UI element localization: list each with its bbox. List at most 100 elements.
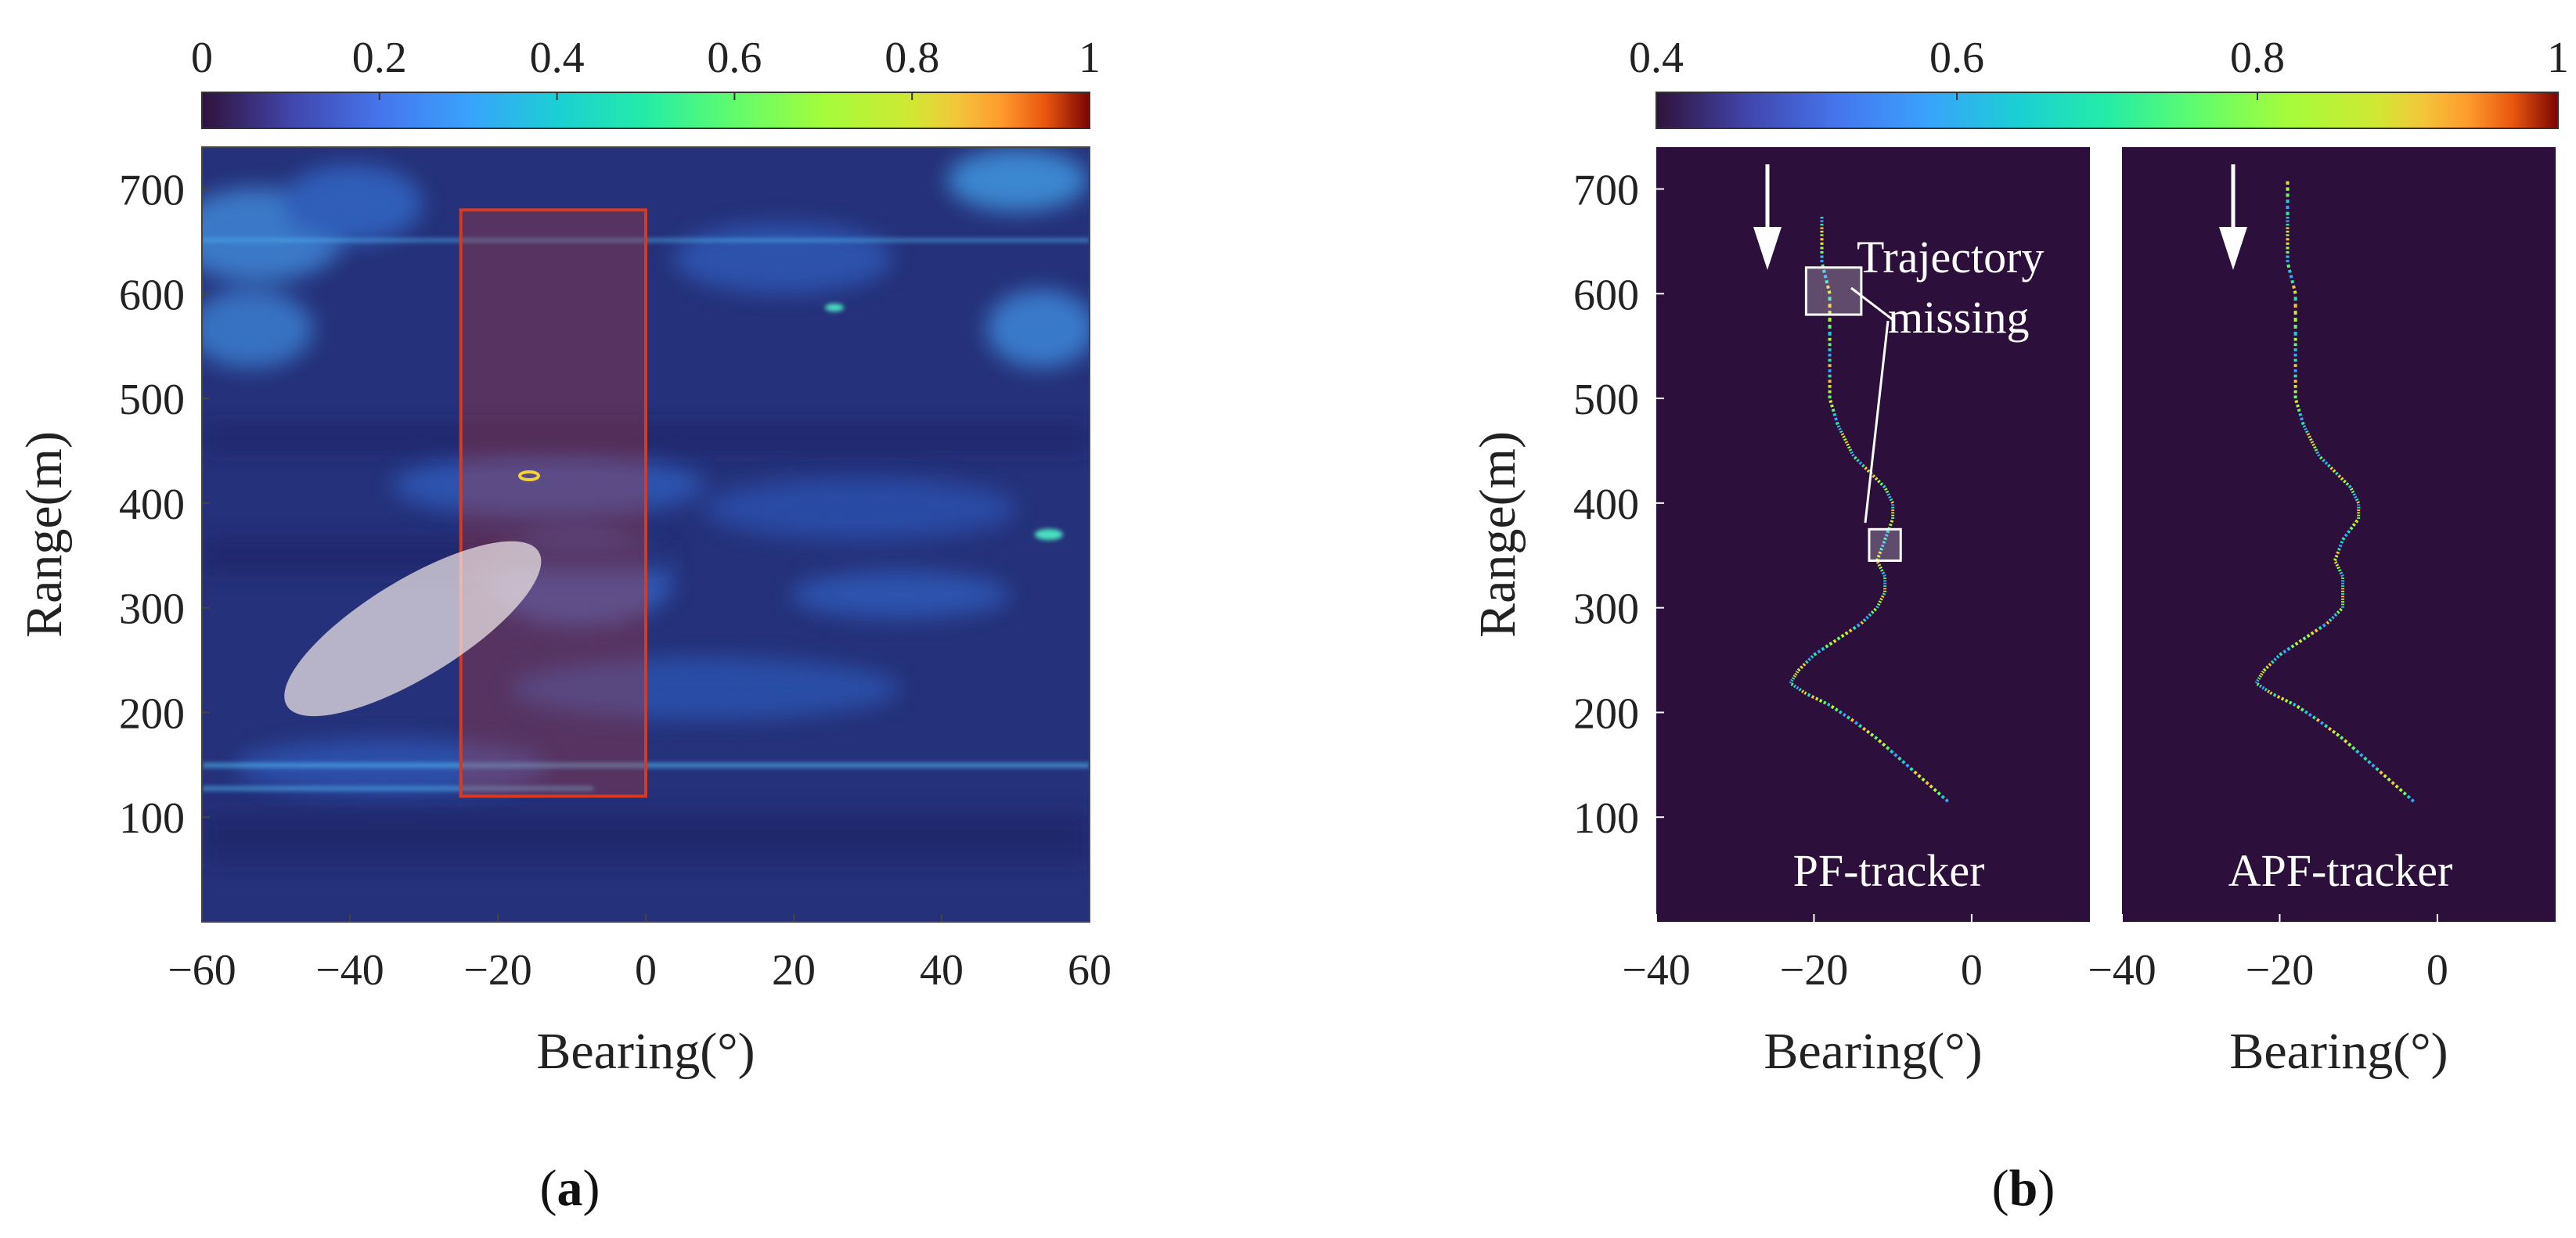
pf-track-segment — [1917, 773, 1922, 779]
pf-track-segment — [1879, 547, 1883, 551]
pf-track-segment — [1882, 574, 1886, 578]
pf-track-segment — [1921, 777, 1926, 782]
apf-track-segment — [2308, 435, 2311, 439]
pf-track-segment — [1842, 435, 1846, 439]
pf-track-segment — [1944, 798, 1950, 803]
pf-track-segment — [1865, 615, 1869, 620]
pf-track-segment — [1844, 441, 1849, 444]
apf-track-segment — [2315, 718, 2320, 722]
apf-track-segment — [2350, 488, 2354, 491]
apf-track-segment — [2336, 566, 2340, 570]
axes-b1-xlabel: Bearing(°) — [1764, 1023, 1982, 1080]
apf-track-segment — [2267, 689, 2271, 693]
axes-a-y-tick-label: 600 — [119, 271, 185, 319]
apf-tracker-axes — [2122, 147, 2556, 922]
apf-track-segment — [2371, 763, 2376, 768]
apf-track-segment — [2290, 279, 2295, 284]
apf-tracker-label: APF-tracker — [2228, 845, 2453, 896]
pf-track-segment — [1796, 668, 1801, 672]
colorbar-a-tick-label: 0.8 — [884, 34, 939, 82]
pf-track-segment — [1882, 742, 1886, 747]
pf-track-segment — [1880, 595, 1885, 599]
axes-a-xlabel: Bearing(°) — [536, 1023, 755, 1080]
pf-track-segment — [1890, 749, 1894, 754]
apf-track-segment — [2294, 400, 2299, 404]
pf-track-segment — [1830, 704, 1835, 710]
apf-track-segment — [2336, 610, 2340, 614]
pf-track-segment — [1879, 566, 1882, 570]
apf-track-segment — [2258, 675, 2262, 678]
axes-a-x-tick-label: 40 — [920, 946, 964, 995]
panel-a-heatmap: 0 0.2 0.4 0.6 0.8 1 — [16, 34, 1111, 1217]
roi-rectangle — [459, 208, 647, 798]
pf-track-segment — [1857, 724, 1863, 729]
apf-track-segment — [2300, 421, 2305, 426]
pf-track-segment — [1796, 686, 1800, 690]
apf-track-segment — [2297, 408, 2301, 412]
pf-track-segment — [1846, 443, 1850, 447]
axes-a-y-tick-label: 100 — [119, 794, 185, 843]
pf-track-segment — [1878, 600, 1882, 603]
apf-track-segment — [2347, 530, 2351, 534]
apf-track-segment — [2264, 687, 2268, 692]
colorbar-b-tick-label: 0.6 — [1929, 34, 1984, 82]
pf-track-segment — [1839, 430, 1843, 434]
apf-track-segment — [2317, 453, 2321, 457]
pf-track-segment — [1888, 523, 1893, 527]
apf-track-segment — [2340, 736, 2344, 740]
apf-track-segment — [2383, 773, 2387, 779]
apf-track-segment — [2275, 654, 2280, 659]
colorbar-b — [1655, 92, 2559, 129]
pf-track-segment — [1874, 477, 1879, 481]
pf-track-segment — [1886, 530, 1890, 534]
axes-b-y-tick-label: 700 — [1573, 167, 1639, 215]
apf-track-segment — [2387, 777, 2391, 782]
pf-track-segment — [1790, 682, 1794, 686]
axes-a-x-tick-label: −60 — [168, 946, 236, 995]
pf-track-segment — [1864, 466, 1868, 470]
apf-track-segment — [2402, 791, 2407, 796]
pf-track-segment — [1825, 644, 1829, 649]
callout-line-upper — [1850, 286, 1895, 322]
apf-track-segment — [2332, 469, 2336, 473]
pf-track-segment — [1876, 561, 1880, 564]
pf-track-segment — [1823, 275, 1828, 279]
apf-track-segment — [2339, 607, 2343, 612]
axes-b1-x-tick-label: 0 — [1961, 946, 1983, 995]
pf-track-segment — [1844, 631, 1849, 635]
apf-track-segment — [2333, 613, 2338, 617]
pf-track-segment — [1789, 681, 1792, 685]
pf-track-segment — [1810, 695, 1815, 700]
apf-track-segment — [2375, 767, 2380, 772]
highlight-ellipse — [284, 541, 542, 717]
apf-tracker-trajectory — [2254, 181, 2416, 803]
pf-track-segment — [1886, 746, 1890, 750]
axes-b-ylabel: Range(m) — [1469, 431, 1526, 638]
pf-track-segment — [1847, 445, 1851, 449]
axes-b-y-ticks: 100 200 300 400 500 600 700 — [1573, 167, 1664, 843]
pf-track-segment — [1804, 660, 1809, 664]
pf-track-segment — [1828, 400, 1833, 404]
pf-track-segment — [1865, 729, 1871, 734]
pf-track-segment — [1897, 756, 1902, 761]
apf-track-segment — [2310, 441, 2315, 444]
apf-track-segment — [2272, 693, 2277, 697]
apf-track-segment — [2354, 519, 2359, 524]
pf-track-segment — [1852, 625, 1857, 631]
apf-track-segment — [2347, 484, 2352, 489]
apf-track-segment — [2304, 430, 2309, 434]
arrow-pf — [1753, 164, 1782, 270]
apf-track-segment — [2311, 443, 2315, 447]
colorbar-a-tick-label: 0 — [191, 34, 213, 82]
apf-track-segment — [2304, 710, 2308, 714]
pf-track-segment — [1836, 636, 1841, 641]
pf-tracker-trajectory — [1789, 216, 1950, 803]
colorbar-a-tick-label: 1 — [1079, 34, 1101, 82]
apf-track-segment — [2284, 699, 2289, 703]
pf-track-segment — [1913, 770, 1918, 775]
pf-track-segment — [1937, 791, 1941, 796]
axes-a-x-tick-label: 0 — [635, 946, 657, 995]
pf-track-segment — [1933, 787, 1937, 793]
pf-track-segment — [1838, 427, 1842, 431]
pf-track-segment — [1856, 459, 1860, 462]
